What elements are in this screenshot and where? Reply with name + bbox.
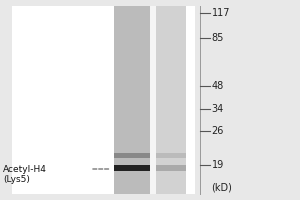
Bar xyxy=(156,153,186,158)
Bar xyxy=(114,6,150,194)
Bar xyxy=(150,6,156,194)
Bar xyxy=(114,165,150,171)
Text: 117: 117 xyxy=(212,8,230,18)
Text: (kD): (kD) xyxy=(212,183,233,193)
Text: 34: 34 xyxy=(212,104,224,114)
Bar xyxy=(156,165,186,171)
Bar xyxy=(156,6,186,194)
Text: Acetyl-H4: Acetyl-H4 xyxy=(3,164,47,173)
Text: (Lys5): (Lys5) xyxy=(3,174,30,184)
Text: 19: 19 xyxy=(212,160,224,170)
Text: 26: 26 xyxy=(212,126,224,136)
Bar xyxy=(12,6,195,194)
Text: 85: 85 xyxy=(212,33,224,43)
Bar xyxy=(114,153,150,158)
Text: 48: 48 xyxy=(212,81,224,91)
